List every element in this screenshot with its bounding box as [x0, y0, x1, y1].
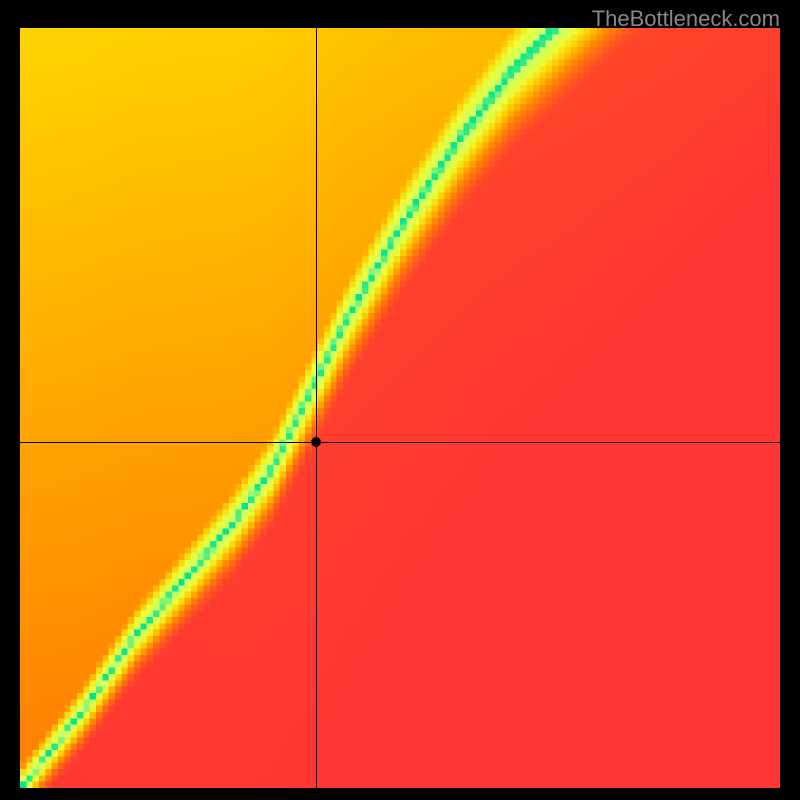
watermark-text: TheBottleneck.com [592, 6, 780, 32]
marker-dot [311, 437, 321, 447]
crosshair-vertical [316, 28, 317, 788]
plot-area [20, 28, 780, 788]
chart-container: TheBottleneck.com [0, 0, 800, 800]
heatmap-canvas [20, 28, 780, 788]
crosshair-horizontal [20, 442, 780, 443]
